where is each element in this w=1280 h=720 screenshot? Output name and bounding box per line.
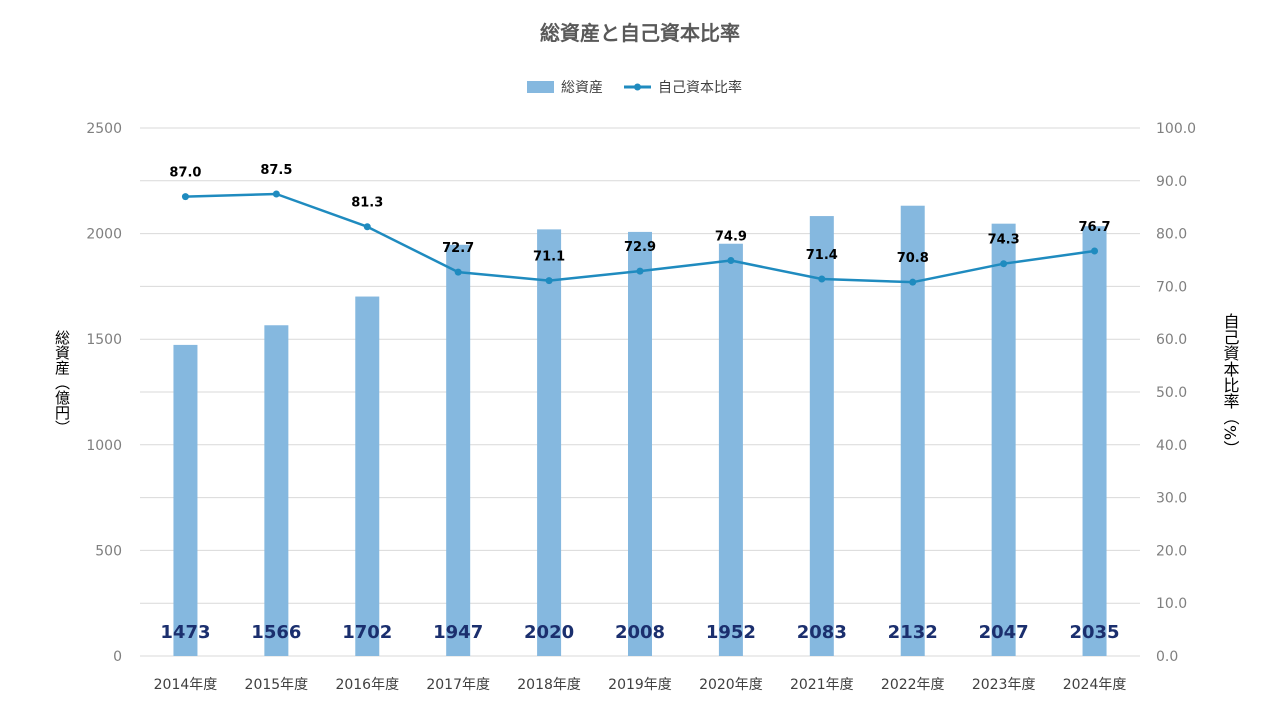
bar: [446, 244, 471, 657]
right-tick-label: 80.0: [1156, 227, 1187, 243]
left-tick-label: 1500: [86, 332, 122, 348]
bar: [264, 325, 289, 656]
bar-value-label: 2083: [797, 622, 847, 643]
bar-value-label: 2035: [1069, 622, 1119, 643]
category-label: 2024年度: [1063, 677, 1127, 693]
line-value-label: 71.1: [533, 250, 565, 265]
bar: [718, 243, 743, 656]
category-label: 2014年度: [154, 677, 218, 693]
bar: [173, 344, 198, 656]
line-point: [636, 267, 644, 275]
bar-value-label: 2008: [615, 622, 665, 643]
left-tick-label: 1000: [86, 438, 122, 454]
right-axis-ticks: 0.0 10.0 20.0 30.0 40.0 50.0 60.0 70.0 80.0 90.0 1…: [1156, 121, 1196, 665]
line-value-label: 74.3: [988, 233, 1020, 248]
category-label: 2022年度: [881, 677, 945, 693]
bar-value-label: 1947: [433, 622, 483, 643]
category-labels: 2014年度 2015年度 2016年度 2017年度 2018年度 2019年度 2020…: [154, 677, 1127, 693]
line-point: [727, 257, 735, 265]
left-tick-label: 2500: [86, 121, 122, 137]
category-label: 2015年度: [245, 677, 309, 693]
line-data-labels: 87.0 87.5 81.3 72.7 71.1 72.9 74.9 71.4 70.8 74.3…: [169, 163, 1110, 266]
category-label: 2017年度: [426, 677, 490, 693]
bar-value-label: 1702: [342, 622, 392, 643]
line-point: [272, 190, 280, 198]
bar-value-label: 1952: [706, 622, 756, 643]
bar: [355, 296, 380, 656]
bar: [537, 229, 562, 656]
bar-series: [173, 205, 1107, 657]
line-point: [909, 278, 917, 286]
right-axis-title: 自己資本比率（%）: [1221, 313, 1240, 456]
line-value-label: 74.9: [715, 230, 747, 245]
line-point: [545, 277, 553, 285]
line-point: [363, 223, 371, 231]
legend: 総資産 自己資本比率: [527, 79, 742, 96]
legend-bar-swatch: [527, 81, 554, 93]
category-label: 2023年度: [972, 677, 1036, 693]
line-point: [1091, 247, 1099, 255]
right-tick-label: 60.0: [1156, 332, 1187, 348]
category-label: 2019年度: [608, 677, 672, 693]
bar-value-label: 2047: [979, 622, 1029, 643]
line-point: [181, 193, 189, 201]
line-value-label: 81.3: [351, 196, 383, 211]
category-label: 2020年度: [699, 677, 763, 693]
bar: [809, 216, 834, 656]
bar: [1082, 226, 1107, 656]
right-tick-label: 50.0: [1156, 385, 1187, 401]
bar: [991, 223, 1016, 657]
line-series: [181, 190, 1099, 286]
right-tick-label: 30.0: [1156, 491, 1187, 507]
bar: [628, 231, 652, 656]
left-tick-label: 500: [95, 543, 122, 559]
line-value-label: 70.8: [897, 251, 929, 266]
right-tick-label: 0.0: [1156, 649, 1178, 665]
right-tick-label: 40.0: [1156, 438, 1187, 454]
line-point: [1000, 260, 1008, 268]
bar-value-label: 1566: [251, 622, 301, 643]
line-value-label: 72.7: [442, 241, 474, 256]
bar-value-label: 2132: [888, 622, 938, 643]
legend-bar-label: 総資産: [561, 80, 603, 96]
line-value-label: 76.7: [1079, 220, 1111, 235]
chart-title: 総資産と自己資本比率: [540, 21, 740, 45]
line-point: [818, 275, 826, 283]
line-value-label: 72.9: [624, 240, 656, 255]
right-tick-label: 70.0: [1156, 279, 1187, 295]
left-tick-label: 0: [113, 649, 122, 665]
right-tick-label: 90.0: [1156, 174, 1187, 190]
right-tick-label: 20.0: [1156, 543, 1187, 559]
bar-value-label: 2020: [524, 622, 574, 643]
category-label: 2018年度: [517, 677, 581, 693]
left-axis-title: 総資産（億円）: [53, 330, 71, 435]
left-axis-ticks: 0 500 1000 1500 2000 2500: [86, 121, 122, 665]
category-label: 2021年度: [790, 677, 854, 693]
line-value-label: 87.0: [169, 166, 201, 181]
legend-line-label: 自己資本比率: [658, 79, 742, 96]
bar-value-label: 1473: [160, 622, 210, 643]
line-value-label: 71.4: [806, 248, 838, 263]
line-point: [454, 268, 462, 276]
category-label: 2016年度: [335, 677, 399, 693]
right-tick-label: 100.0: [1156, 121, 1196, 137]
left-tick-label: 2000: [86, 227, 122, 243]
bar: [900, 205, 925, 656]
bar-data-labels: 1473 1566 1702 1947 2020 2008 1952 2083 2132 2047…: [160, 622, 1119, 643]
legend-line-marker: [634, 83, 641, 91]
right-tick-label: 10.0: [1156, 596, 1187, 612]
line-value-label: 87.5: [260, 163, 292, 178]
